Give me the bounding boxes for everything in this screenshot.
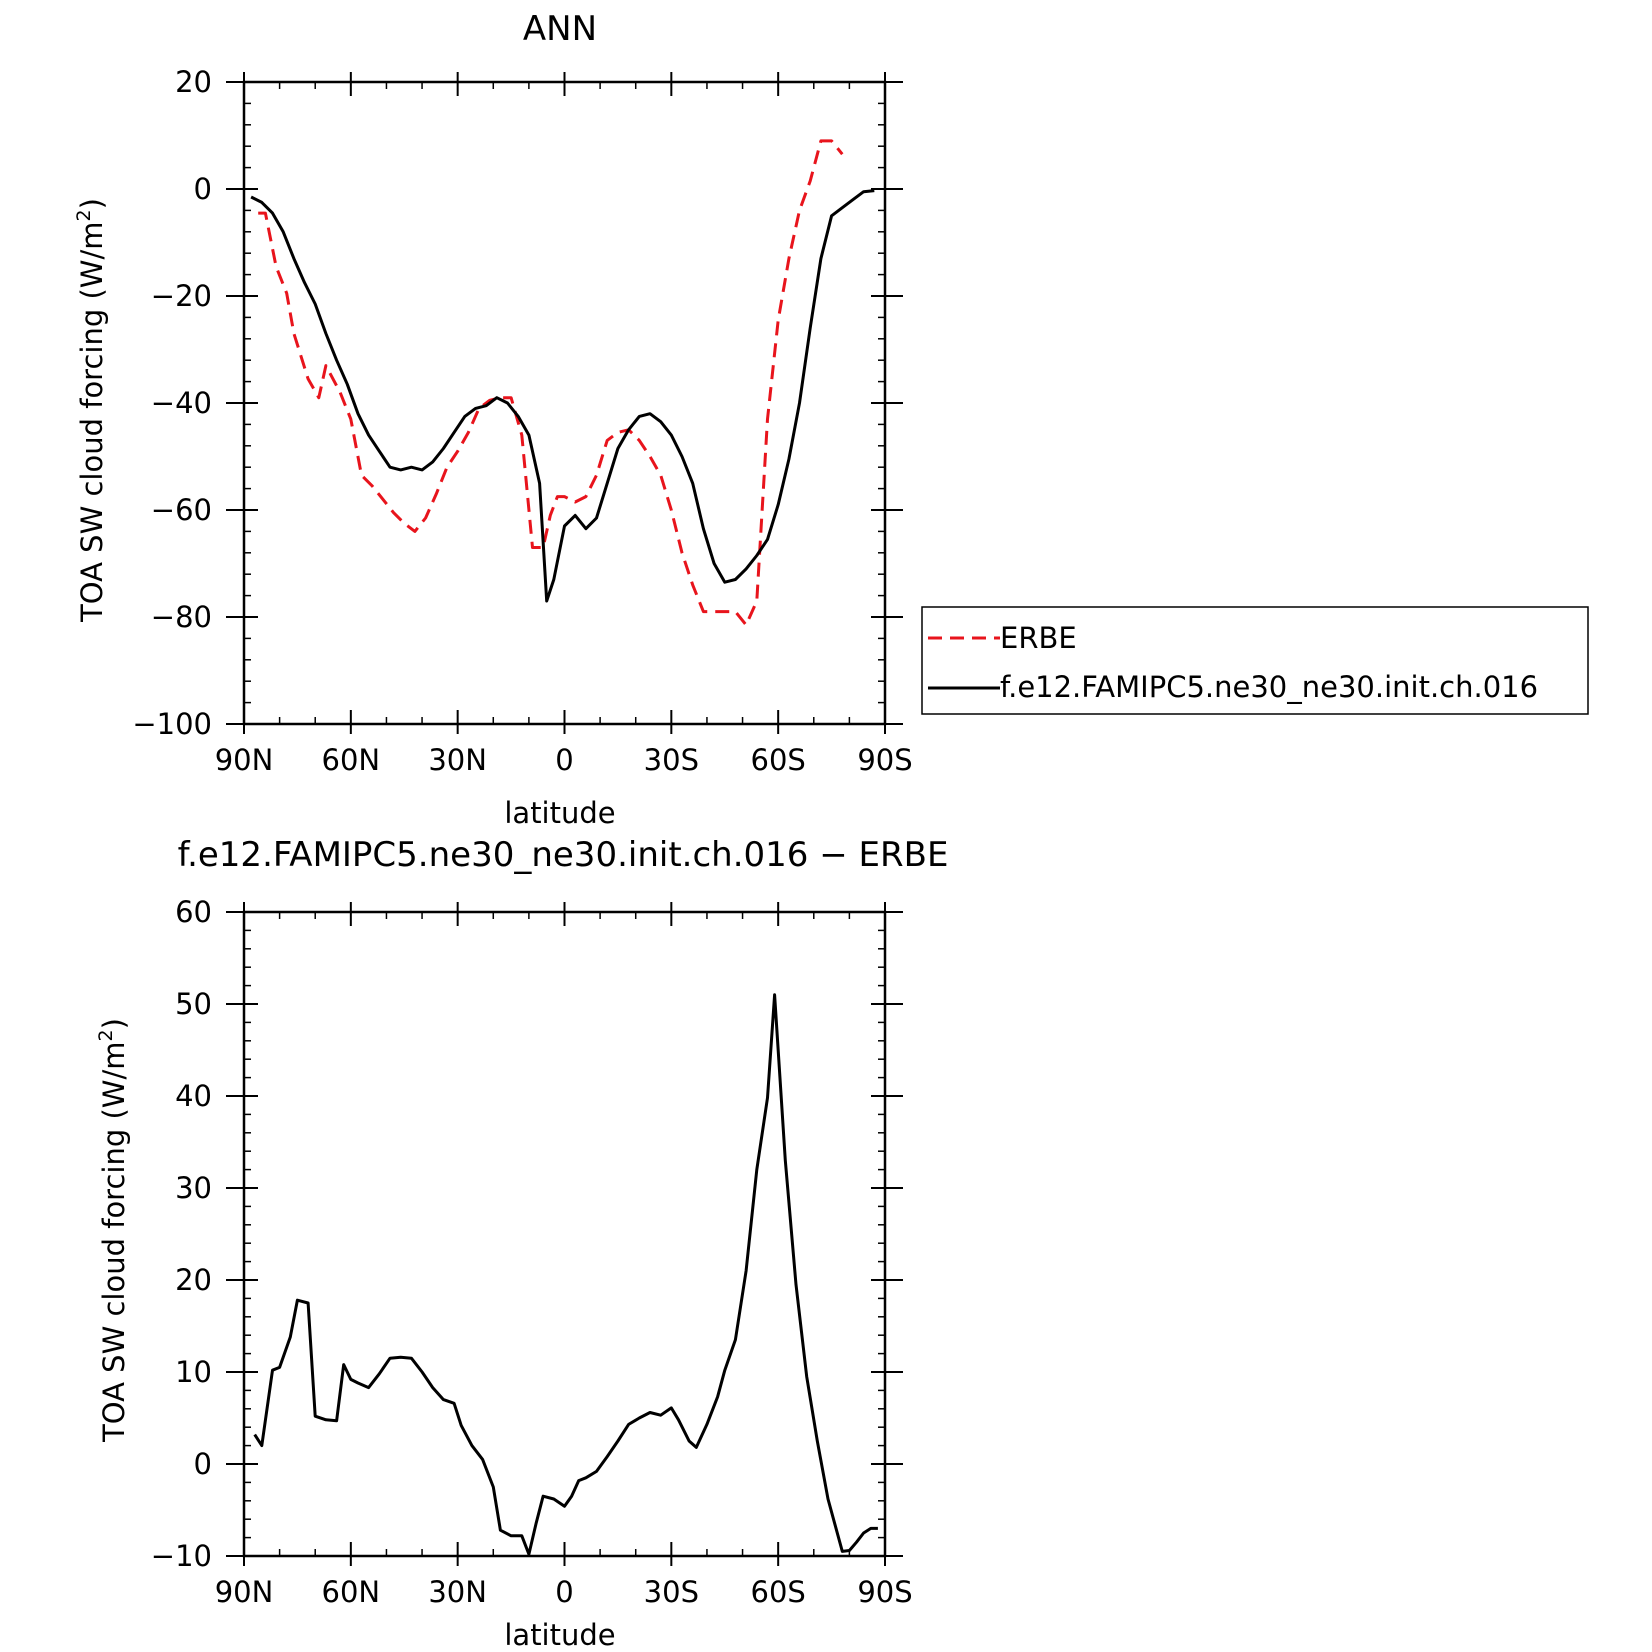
bottom-y-axis-label: TOA SW cloud forcing (W/m2) — [95, 1018, 131, 1443]
top-x-tick-label: 30N — [428, 743, 487, 777]
bottom-x-tick-label: 60S — [751, 1575, 806, 1609]
top-series-f-e12-famipc5-ne30-ne30-init-ch-016-line — [250, 189, 875, 603]
bottom-chart-title: f.e12.FAMIPC5.ne30_ne30.init.ch.016 − ER… — [178, 835, 949, 875]
bottom-y-tick-label: −10 — [151, 1539, 212, 1573]
top-y-tick-label: −100 — [132, 707, 212, 741]
top-series-erbe-line — [258, 139, 844, 627]
bottom-x-axis-label: latitude — [504, 1618, 615, 1652]
legend-label-model: f.e12.FAMIPC5.ne30_ne30.init.ch.016 — [1000, 670, 1538, 704]
bottom-y-tick-label: 30 — [175, 1171, 212, 1205]
legend-box — [921, 606, 1589, 715]
bottom-x-tick-label: 60N — [322, 1575, 381, 1609]
bottom-axes — [226, 902, 903, 1566]
top-y-tick-label: −80 — [151, 600, 212, 634]
top-x-tick-label: 60N — [322, 743, 381, 777]
bottom-panel: f.e12.FAMIPC5.ne30_ne30.init.ch.016 − ER… — [95, 835, 948, 1652]
top-x-axis-label: latitude — [504, 796, 615, 830]
bottom-x-tick-label: 90N — [215, 1575, 274, 1609]
top-y-tick-labels: 20 0 −20 −40 −60 −80 −100 — [132, 65, 212, 741]
top-x-tick-labels: 90N 60N 30N 0 30S 60S 90S — [215, 743, 913, 777]
bottom-x-tick-label: 30N — [428, 1575, 487, 1609]
bottom-y-tick-label: 0 — [194, 1447, 212, 1481]
top-x-tick-label: 90S — [857, 743, 912, 777]
top-plot-frame — [242, 80, 887, 726]
top-y-tick-label: −60 — [151, 493, 212, 527]
bottom-y-tick-label: 60 — [175, 895, 212, 929]
top-y-tick-label: 0 — [194, 172, 212, 206]
top-panel: ANN 20 0 −20 −40 −60 −80 −100 90N 60N 30N 0 30S 60S… — [73, 9, 913, 830]
top-y-tick-label: −20 — [151, 279, 212, 313]
bottom-y-tick-label: 50 — [175, 987, 212, 1021]
bottom-x-tick-label: 30S — [644, 1575, 699, 1609]
bottom-series-layer — [253, 993, 878, 1556]
top-series-layer — [250, 139, 875, 627]
bottom-y-tick-labels: 60 50 40 30 20 10 0 −10 — [151, 895, 212, 1573]
bottom-x-tick-labels: 90N 60N 30N 0 30S 60S 90S — [215, 1575, 913, 1609]
bottom-y-tick-label: 20 — [175, 1263, 212, 1297]
bottom-y-tick-label: 40 — [175, 1079, 212, 1113]
bottom-series-difference-line — [253, 993, 878, 1556]
bottom-x-tick-label: 0 — [555, 1575, 573, 1609]
bottom-y-tick-label: 10 — [175, 1355, 212, 1389]
top-y-axis-label: TOA SW cloud forcing (W/m2) — [73, 198, 109, 623]
top-y-tick-label: −40 — [151, 386, 212, 420]
legend-label-erbe: ERBE — [1000, 621, 1077, 655]
bottom-x-tick-label: 90S — [857, 1575, 912, 1609]
top-x-tick-label: 60S — [751, 743, 806, 777]
bottom-plot-frame — [242, 910, 887, 1558]
top-x-tick-label: 0 — [555, 743, 573, 777]
top-y-tick-label: 20 — [175, 65, 212, 99]
top-axes — [226, 72, 903, 734]
top-x-tick-label: 90N — [215, 743, 274, 777]
legend: ERBE f.e12.FAMIPC5.ne30_ne30.init.ch.016 — [921, 606, 1589, 715]
top-chart-title: ANN — [523, 9, 597, 49]
top-x-tick-label: 30S — [644, 743, 699, 777]
